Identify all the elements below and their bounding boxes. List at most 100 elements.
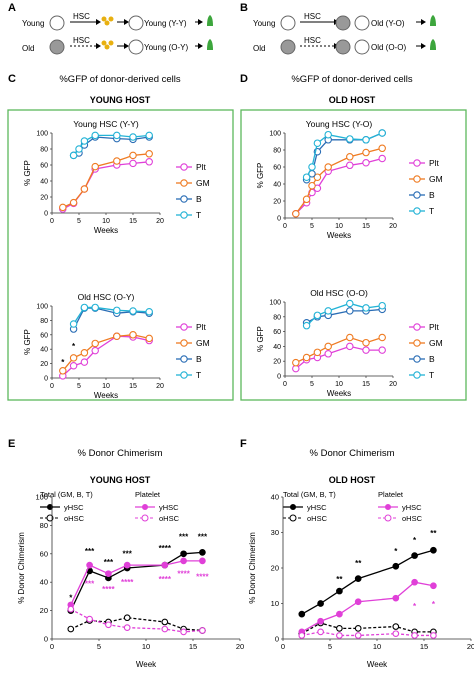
x-tick-label: 20 — [236, 642, 244, 651]
legend-label-t: T — [429, 370, 434, 380]
y-tick-label: 20 — [273, 199, 281, 206]
data-point — [145, 131, 153, 140]
x-tick-label: 5 — [328, 642, 332, 651]
y-axis-label: % GFP — [23, 329, 32, 355]
panel-a-out-yy: Young (Y-Y) — [144, 19, 187, 28]
y-axis-label: % GFP — [256, 163, 265, 189]
x-axis-label: Weeks — [94, 391, 118, 400]
gfp-drop-icon — [207, 15, 213, 26]
data-point — [392, 630, 400, 638]
legend-label-gm: GM — [196, 338, 210, 348]
data-point — [199, 627, 206, 634]
stem-cell-icon — [101, 40, 107, 46]
y-tick-label: 60 — [273, 329, 281, 336]
x-tick-label: 20 — [389, 223, 397, 230]
y-tick-label: 20 — [40, 195, 48, 202]
arrowhead-icon — [124, 43, 129, 49]
legend-marker — [413, 339, 421, 347]
x-tick-label: 20 — [156, 383, 164, 390]
data-point — [199, 549, 206, 556]
data-point — [354, 598, 362, 606]
panel-e-legend-platelet: Platelet — [135, 490, 161, 499]
panel-f-title: % Donor Chimerism — [310, 448, 395, 459]
data-point — [129, 151, 137, 160]
x-tick-label: 20 — [467, 642, 474, 651]
y-tick-label: 100 — [35, 493, 48, 502]
x-tick-label: 5 — [97, 642, 101, 651]
legend-label-b: B — [429, 190, 435, 200]
data-point — [308, 163, 316, 171]
x-tick-label: 5 — [310, 223, 314, 230]
y-axis-label: % Donor Chimerism — [248, 532, 257, 604]
legend-marker — [413, 207, 421, 215]
y-tick-label: 0 — [277, 216, 281, 223]
panel-e-legend-yhsc-1: yHSC — [64, 503, 84, 512]
data-point — [80, 137, 89, 145]
old-recipient-outline-icon — [354, 15, 370, 31]
data-point — [59, 367, 67, 375]
legend-label-t: T — [196, 370, 201, 380]
data-point — [145, 308, 153, 316]
data-point — [346, 135, 354, 143]
data-point — [392, 623, 400, 630]
legend-marker — [413, 355, 421, 363]
x-tick-label: 10 — [102, 218, 110, 225]
legend-label-b: B — [429, 354, 435, 364]
panel-f-legend-ohsc-1: oHSC — [307, 514, 328, 523]
x-axis-label: Week — [367, 660, 388, 669]
panel-a-young-label: Young — [22, 19, 44, 28]
legend-platelet-ohsc-marker — [141, 514, 149, 522]
data-point — [75, 145, 83, 153]
data-point — [161, 561, 169, 569]
y-tick-label: 100 — [36, 304, 48, 311]
gfp-drop-icon — [207, 39, 213, 50]
panel-e-legend-yhsc-2: yHSC — [159, 503, 179, 512]
chart-c1: Young HSC (Y-Y) 0 5 10 15 20 0 20 40 60 80 100 Weeks… — [23, 119, 210, 235]
data-point — [336, 587, 343, 595]
data-point — [336, 610, 343, 618]
data-point — [123, 561, 131, 569]
panel-b-hsc-label-2: HSC — [304, 36, 321, 45]
data-point — [292, 358, 300, 367]
x-axis-label: Weeks — [327, 231, 351, 240]
y-tick-label: 40 — [273, 344, 281, 351]
panel-f-legend-total: Total (GM, B, T) — [283, 490, 336, 499]
legend-label-b: B — [196, 194, 202, 204]
x-tick-label: 15 — [129, 383, 137, 390]
legend-platelet-yhsc-marker — [385, 504, 391, 510]
data-point — [313, 173, 322, 181]
legend-label-plt: Plt — [429, 158, 440, 168]
significance-marker: *** — [179, 533, 189, 542]
y-tick-label: 40 — [273, 182, 281, 189]
significance-marker: * — [72, 342, 76, 351]
x-tick-label: 0 — [50, 218, 54, 225]
data-point — [346, 333, 354, 342]
x-tick-label: 10 — [142, 642, 150, 651]
data-point — [346, 299, 354, 308]
data-point — [69, 320, 78, 328]
legend-platelet-yhsc-marker — [142, 504, 148, 510]
data-point — [336, 624, 343, 632]
data-point — [129, 307, 137, 315]
legend-label-t: T — [429, 206, 434, 216]
x-tick-label: 20 — [389, 381, 397, 388]
y-axis-label: % GFP — [256, 326, 265, 352]
significance-marker: * — [413, 602, 417, 611]
panel-a-hsc-label-2: HSC — [73, 36, 90, 45]
arrowhead-icon — [96, 19, 101, 25]
legend-total-yhsc-marker — [47, 504, 53, 510]
data-point — [91, 303, 99, 312]
data-point — [378, 129, 386, 137]
panel-d-label: D — [240, 73, 248, 85]
panel-e-label: E — [8, 438, 15, 450]
panel-b-out-oo: Old (O-O) — [371, 43, 406, 52]
y-tick-label: 80 — [40, 147, 48, 154]
x-tick-label: 10 — [335, 223, 343, 230]
data-point — [378, 346, 386, 354]
y-tick-label: 80 — [273, 314, 281, 321]
y-tick-label: 0 — [44, 211, 48, 218]
panel-e-legend-ohsc-2: oHSC — [159, 514, 180, 523]
y-tick-label: 20 — [273, 359, 281, 366]
arrowhead-icon — [421, 43, 426, 49]
